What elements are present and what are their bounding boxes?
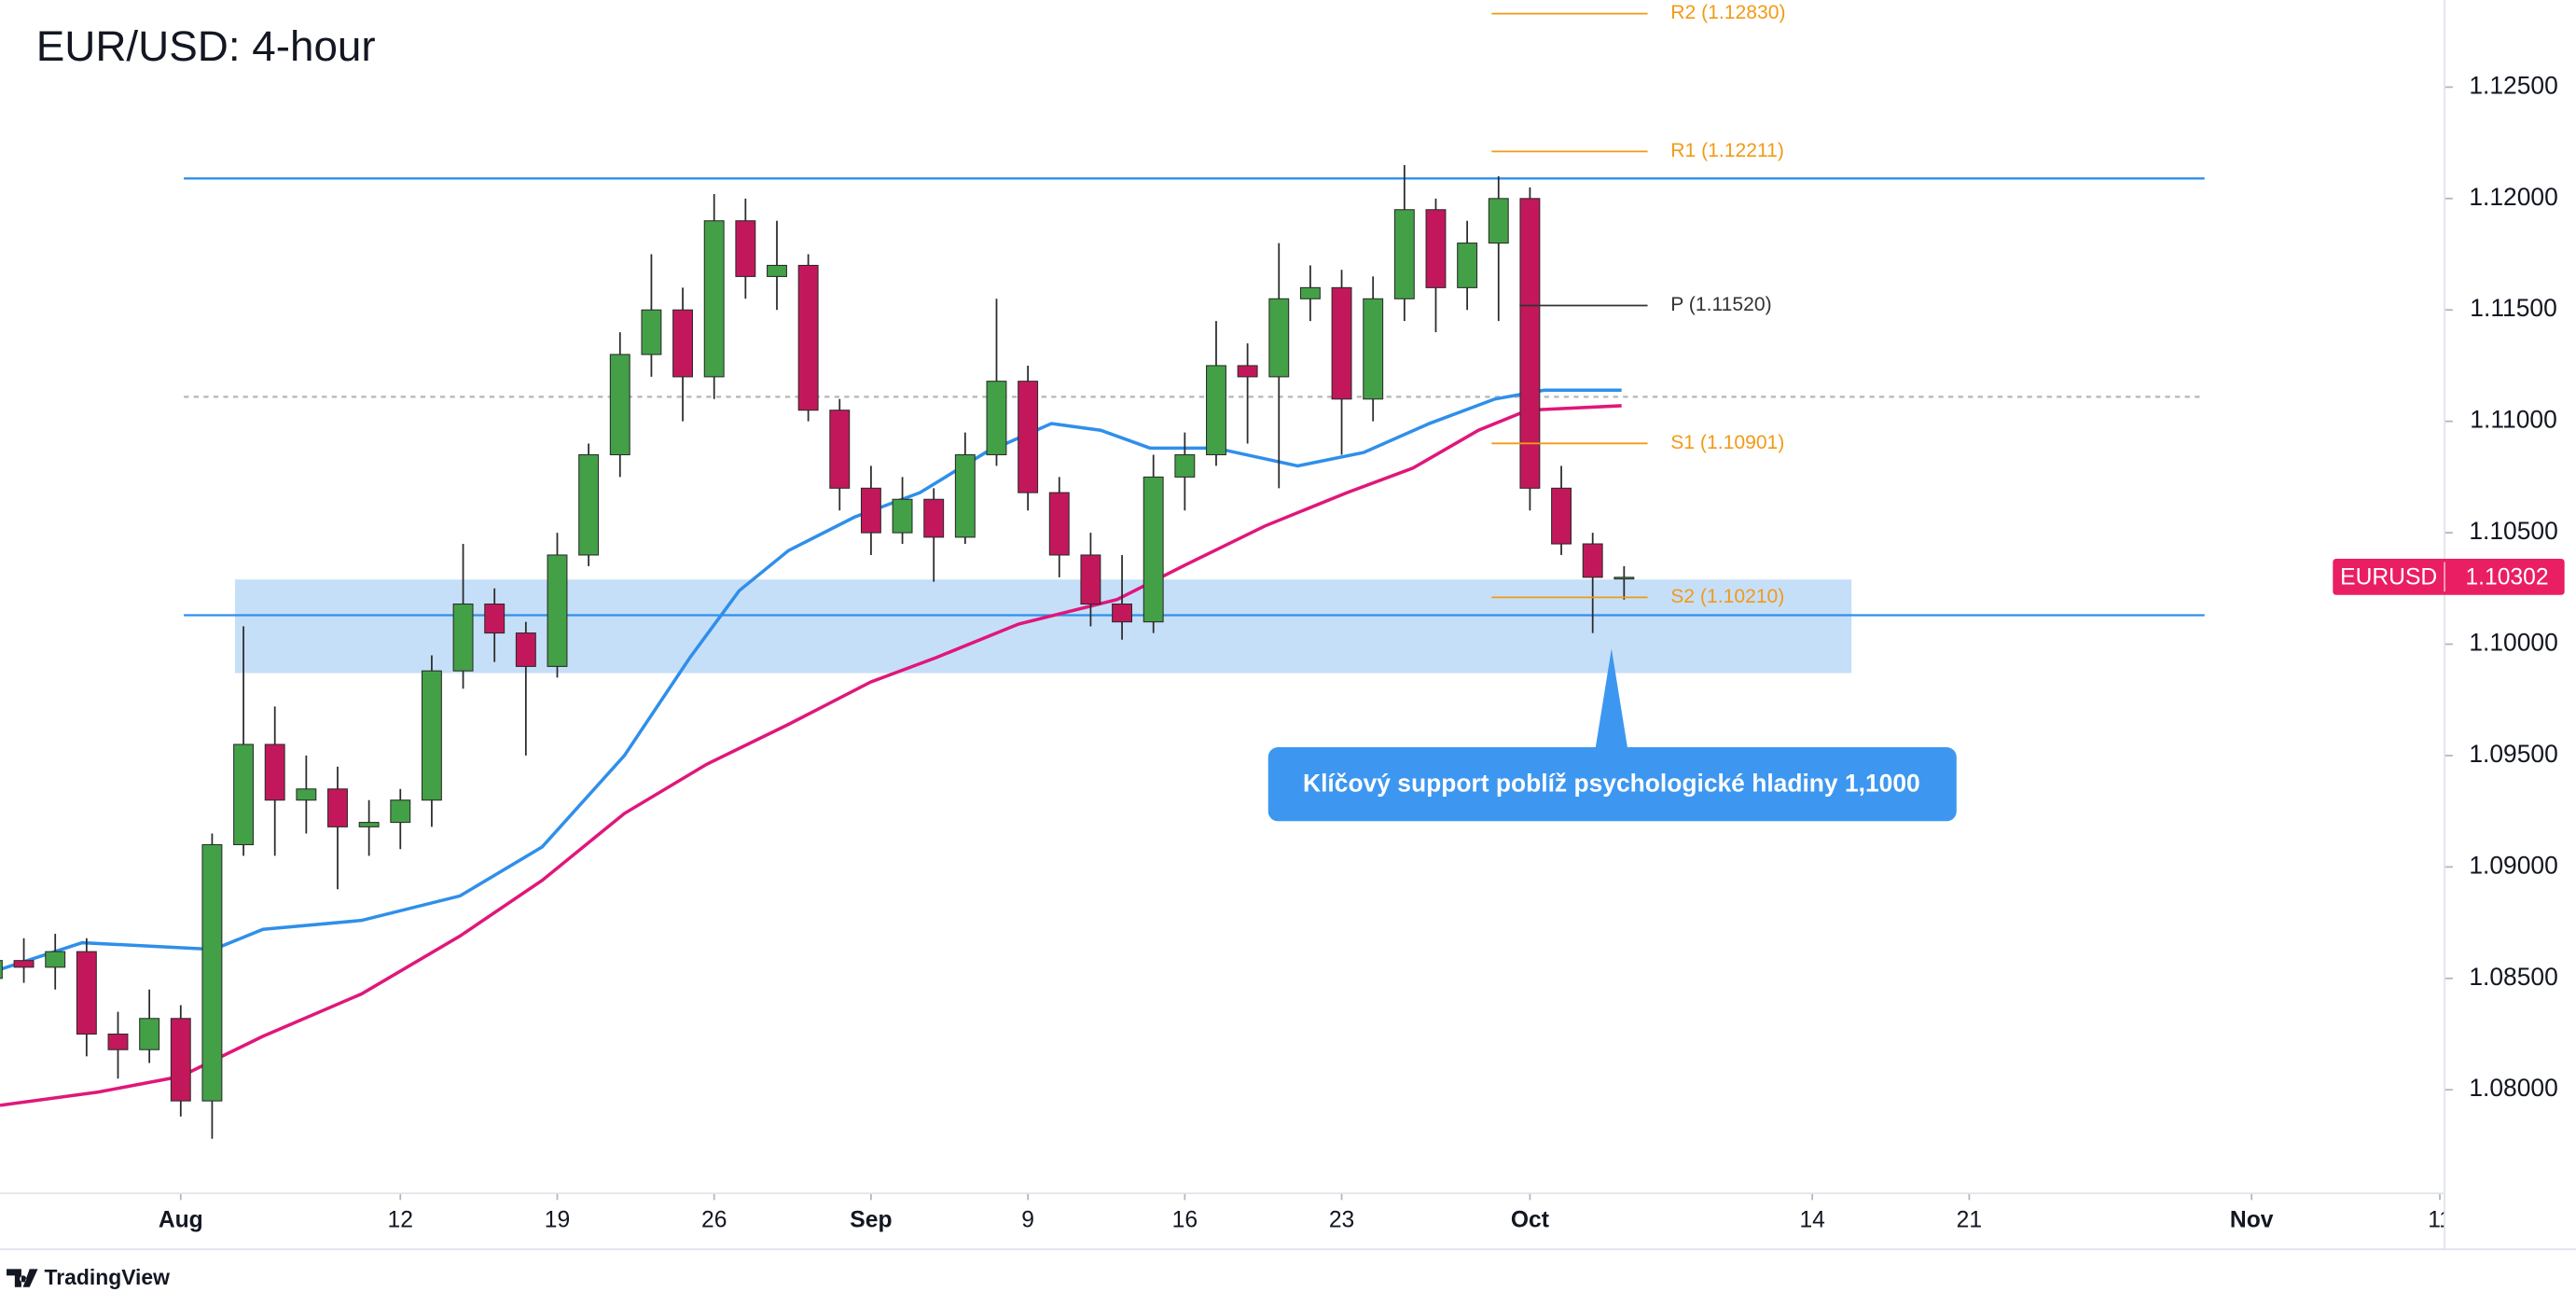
candle-body [923, 498, 945, 538]
x-tick-label: 9 [1021, 1208, 1034, 1233]
x-tick-label: 21 [1957, 1208, 1982, 1233]
candle-body [1080, 554, 1101, 605]
candle-body [1268, 298, 1290, 378]
x-tick-label: 23 [1329, 1208, 1354, 1233]
candle-body [1393, 209, 1415, 299]
x-tick-label: Sep [850, 1208, 892, 1233]
y-axis: 1.08000 1.08500 1.09000 1.09500 1.10000 1.105… [2444, 71, 2558, 1102]
candle-body [1331, 286, 1352, 400]
candle-body [1363, 298, 1384, 400]
y-tick-label: 1.10000 [2469, 628, 2557, 656]
moving-average [0, 388, 1622, 971]
candle-body [1613, 577, 1635, 580]
pivot-label: P (1.11520) [1670, 294, 1771, 315]
candle-body [703, 220, 725, 378]
callout-text: Klíčový support poblíž psychologické hla… [1303, 770, 1920, 798]
y-tick-label: 1.12000 [2469, 183, 2557, 211]
brand-logo [7, 1269, 38, 1287]
candle-body [829, 410, 851, 489]
candle-body [170, 1018, 191, 1102]
pivot-label: S1 (1.10901) [1670, 432, 1784, 453]
callout-box [1267, 747, 1957, 822]
candle-body [484, 603, 506, 634]
candle-body [1206, 365, 1226, 456]
candle-body [233, 743, 255, 846]
y-tick-label: 1.08500 [2469, 963, 2557, 991]
callout-pointer [1595, 648, 1628, 751]
callout: Klíčový support poblíž psychologické hla… [1267, 648, 1957, 822]
candle-body [1488, 198, 1509, 244]
candle-body [609, 354, 630, 456]
pivot-label: R2 (1.12830) [1670, 2, 1785, 23]
candle-body [76, 951, 97, 1035]
candle-body [986, 381, 1007, 456]
candle-body [515, 632, 536, 667]
candle-body [1299, 286, 1321, 299]
candle-body [735, 220, 756, 277]
candle-body [767, 264, 787, 277]
candle-body [358, 822, 380, 827]
candle-body [390, 799, 411, 824]
candle-body [452, 603, 474, 672]
candle-body [327, 788, 348, 827]
candle-body [672, 309, 694, 378]
candle-body [1519, 198, 1541, 489]
x-tick-label: 14 [1799, 1208, 1824, 1233]
x-tick-label: 16 [1172, 1208, 1198, 1233]
candle-body [139, 1018, 160, 1050]
y-tick-label: 1.08000 [2469, 1074, 2557, 1102]
candle-body [1112, 603, 1133, 623]
candle-body [296, 788, 317, 801]
x-axis: Aug 12 19 26 Sep 9 16 23 Oct 14 21 Nov 11 [159, 1193, 2452, 1233]
brand-name: TradingView [45, 1265, 171, 1289]
plot-area: R2 (1.12830) R1 (1.12211) P (1.11520) S1 (1… [0, 2, 2205, 1139]
support-zone [234, 579, 1852, 674]
candle-body [264, 743, 285, 801]
chart-title: EUR/USD: 4-hour [36, 22, 376, 70]
y-tick-label: 1.11000 [2470, 406, 2556, 434]
pivot-label: R1 (1.12211) [1670, 140, 1784, 161]
candle-body [892, 498, 913, 534]
candle-body [1237, 365, 1258, 378]
y-tick-label: 1.12500 [2469, 71, 2557, 99]
candle-body [641, 309, 662, 355]
candle-body [45, 951, 66, 968]
candle-body [1457, 243, 1478, 288]
y-tick-label: 1.09000 [2469, 851, 2557, 879]
x-tick-label: 12 [388, 1208, 413, 1233]
candle-body [201, 843, 223, 1102]
candle-body [954, 453, 976, 538]
candle-body [421, 670, 442, 801]
y-tick-label: 1.09500 [2469, 740, 2557, 768]
pivot-label: S2 (1.10210) [1670, 586, 1784, 607]
candle-body [0, 960, 3, 979]
candle-body [797, 264, 819, 411]
price-tag-value: 1.10302 [2465, 565, 2548, 590]
price-tag-symbol: EURUSD [2340, 565, 2437, 590]
candle-body [1174, 453, 1196, 478]
candle-body [547, 554, 568, 667]
candle-body [1582, 543, 1603, 578]
candle-body [860, 487, 881, 534]
candle-body [1551, 487, 1572, 545]
candle-body [1018, 381, 1039, 493]
x-tick-label: 19 [545, 1208, 570, 1233]
candle-body [1143, 476, 1164, 623]
candle-body [1425, 209, 1447, 288]
y-tick-label: 1.10500 [2469, 517, 2557, 545]
candle-body [107, 1033, 129, 1050]
candle-body [578, 453, 600, 556]
candle-body [1048, 492, 1070, 556]
x-tick-label: Nov [2230, 1208, 2274, 1233]
x-tick-label: Oct [1511, 1208, 1549, 1233]
price-tag [2333, 558, 2565, 595]
candle-body [13, 960, 35, 968]
moving-average [0, 404, 1622, 1107]
x-tick-label: Aug [159, 1208, 203, 1233]
x-tick-label: 26 [701, 1208, 727, 1233]
x-tick-label: 11 [2428, 1208, 2452, 1233]
y-tick-label: 1.11500 [2470, 294, 2556, 322]
